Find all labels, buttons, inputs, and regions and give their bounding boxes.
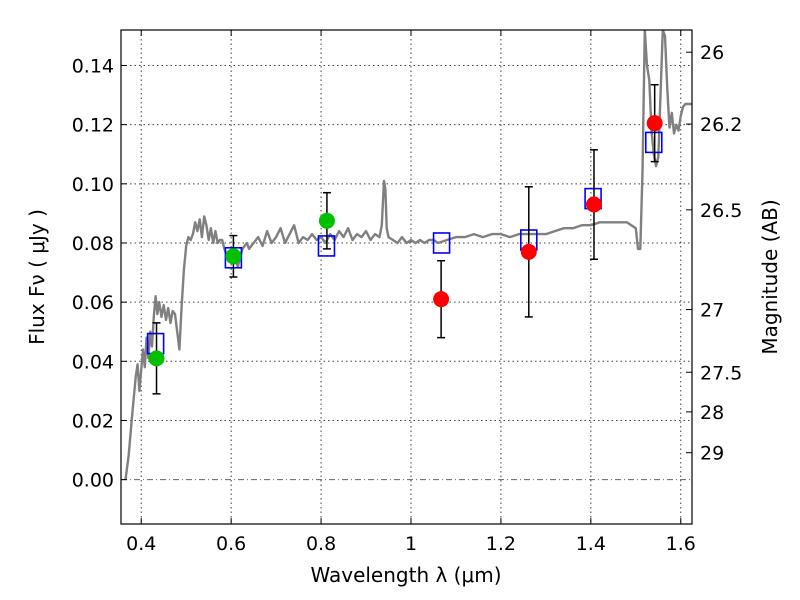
x-tick-label: 1.4 — [576, 533, 606, 555]
y-tick-label: 0.04 — [72, 351, 114, 373]
right-tick-label: 28 — [700, 402, 724, 424]
x-tick-label: 0.4 — [126, 533, 156, 555]
photometry-point — [646, 115, 663, 132]
photometry-point — [225, 248, 242, 265]
y-tick-label: 0.10 — [72, 174, 114, 196]
y-tick-label: 0.08 — [72, 233, 114, 255]
x-tick-label: 1.2 — [486, 533, 516, 555]
plot-frame — [120, 29, 693, 525]
right-tick-label: 26.5 — [700, 200, 742, 222]
y-tick-label: 0.06 — [72, 292, 114, 314]
right-tick-label: 26.2 — [700, 114, 742, 136]
plot-background — [121, 30, 692, 524]
right-tick-label: 27.5 — [700, 362, 742, 384]
photometry-point — [148, 350, 165, 367]
model-band-square — [644, 131, 663, 154]
photometry-point — [433, 291, 450, 308]
x-tick-label: 0.6 — [216, 533, 246, 555]
x-tick-label: 1.6 — [666, 533, 696, 555]
right-tick-label: 27 — [700, 300, 724, 322]
x-axis-title: Wavelength λ (μm) — [310, 563, 501, 587]
y-tick-label: 0.00 — [72, 470, 114, 492]
series-layer — [124, 30, 692, 480]
sed-model-line — [124, 30, 692, 480]
photometry-point — [585, 196, 602, 213]
x-tick-label: 0.8 — [306, 533, 336, 555]
y-axis-title: Flux Fν ( μJy ) — [25, 209, 49, 345]
right-tick-label: 29 — [700, 443, 724, 465]
x-tick-label: 1 — [405, 533, 417, 555]
tick-layer: 0.4 0.6 0.8 1 1.2 1.4 1.6 0.00 0.02 0.04 0.06 0.08 0… — [72, 30, 742, 555]
y-tick-label: 0.12 — [72, 115, 114, 137]
y-tick-label: 0.02 — [72, 410, 114, 432]
photometry-point — [520, 243, 537, 260]
y-tick-label: 0.14 — [72, 55, 114, 77]
photometry-point — [318, 212, 335, 229]
right-axis-title: Magnitude (AB) — [758, 199, 782, 354]
right-tick-label: 26 — [700, 42, 724, 64]
model-band-square — [432, 232, 451, 254]
